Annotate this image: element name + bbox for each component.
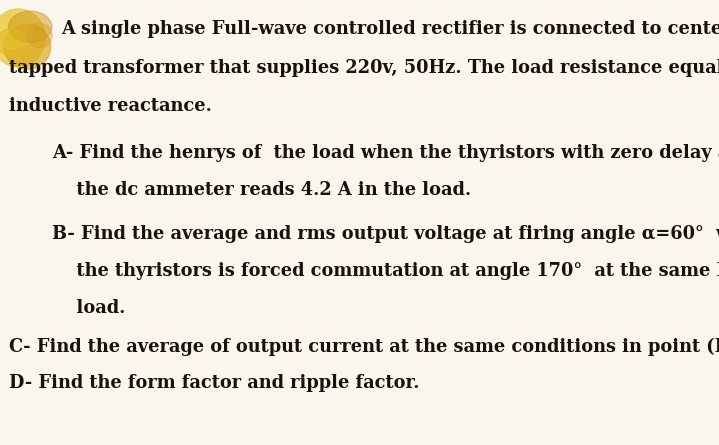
Ellipse shape: [0, 13, 33, 49]
Ellipse shape: [0, 29, 25, 56]
Text: A- Find the henrys of  the load when the thyristors with zero delay and: A- Find the henrys of the load when the …: [52, 144, 719, 162]
Text: the dc ammeter reads 4.2 A in the load.: the dc ammeter reads 4.2 A in the load.: [52, 181, 471, 198]
Text: A single phase Full-wave controlled rectifier is connected to center-: A single phase Full-wave controlled rect…: [61, 20, 719, 38]
Text: D- Find the form factor and ripple factor.: D- Find the form factor and ripple facto…: [9, 374, 419, 392]
Text: load.: load.: [52, 299, 125, 317]
Text: tapped transformer that supplies 220v, 50Hz. The load resistance equal its: tapped transformer that supplies 220v, 5…: [9, 59, 719, 77]
Text: B- Find the average and rms output voltage at firing angle α=60°  when: B- Find the average and rms output volta…: [52, 225, 719, 243]
Text: inductive reactance.: inductive reactance.: [9, 97, 211, 115]
Ellipse shape: [27, 23, 52, 48]
Text: C- Find the average of output current at the same conditions in point (B).: C- Find the average of output current at…: [9, 337, 719, 356]
Ellipse shape: [9, 11, 52, 42]
Ellipse shape: [4, 24, 50, 69]
Ellipse shape: [0, 9, 45, 67]
Text: the thyristors is forced commutation at angle 170°  at the same R-L: the thyristors is forced commutation at …: [52, 262, 719, 280]
